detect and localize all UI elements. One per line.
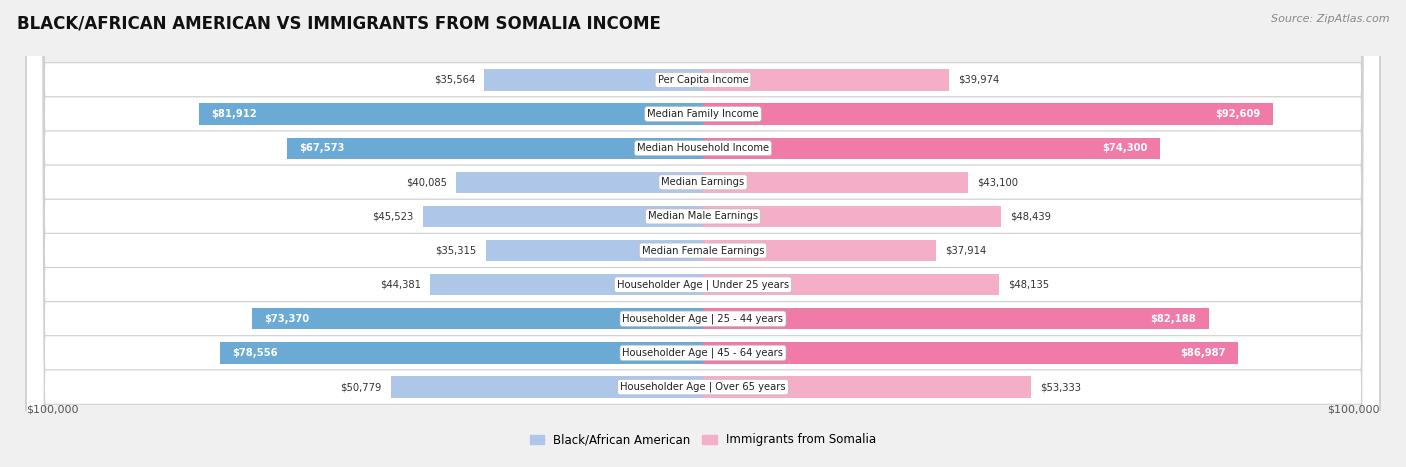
Bar (457, 172, 703, 193)
FancyBboxPatch shape (27, 0, 1379, 467)
Text: $82,188: $82,188 (1150, 314, 1197, 324)
Bar (703, 342, 1239, 363)
Bar (391, 376, 703, 398)
Text: $67,573: $67,573 (299, 143, 344, 153)
Text: $43,100: $43,100 (977, 177, 1018, 187)
Text: $50,779: $50,779 (340, 382, 381, 392)
FancyBboxPatch shape (27, 0, 1379, 467)
Text: Householder Age | Under 25 years: Householder Age | Under 25 years (617, 279, 789, 290)
Bar (703, 69, 949, 91)
Bar (423, 206, 703, 227)
Bar (703, 172, 969, 193)
Text: $81,912: $81,912 (211, 109, 257, 119)
FancyBboxPatch shape (27, 0, 1379, 467)
Bar (703, 376, 1031, 398)
Bar (703, 240, 936, 261)
Text: $40,085: $40,085 (406, 177, 447, 187)
Bar (703, 104, 1272, 125)
FancyBboxPatch shape (27, 0, 1379, 467)
Text: Median Household Income: Median Household Income (637, 143, 769, 153)
Text: $53,333: $53,333 (1040, 382, 1081, 392)
Legend: Black/African American, Immigrants from Somalia: Black/African American, Immigrants from … (524, 429, 882, 451)
Bar (430, 274, 703, 295)
Text: $48,439: $48,439 (1010, 212, 1052, 221)
Bar (703, 206, 1001, 227)
Text: BLACK/AFRICAN AMERICAN VS IMMIGRANTS FROM SOMALIA INCOME: BLACK/AFRICAN AMERICAN VS IMMIGRANTS FRO… (17, 14, 661, 32)
Text: Median Male Earnings: Median Male Earnings (648, 212, 758, 221)
Text: $78,556: $78,556 (232, 348, 278, 358)
Text: Median Earnings: Median Earnings (661, 177, 745, 187)
Bar (252, 308, 703, 329)
Text: Householder Age | Over 65 years: Householder Age | Over 65 years (620, 382, 786, 392)
Text: $100,000: $100,000 (27, 404, 79, 414)
FancyBboxPatch shape (27, 0, 1379, 467)
Text: $74,300: $74,300 (1102, 143, 1147, 153)
Bar (703, 138, 1160, 159)
Text: $86,987: $86,987 (1180, 348, 1226, 358)
Text: Per Capita Income: Per Capita Income (658, 75, 748, 85)
Text: $35,315: $35,315 (436, 246, 477, 255)
Bar (703, 274, 1000, 295)
Bar (484, 69, 703, 91)
Text: $44,381: $44,381 (380, 280, 420, 290)
FancyBboxPatch shape (27, 0, 1379, 467)
Text: $45,523: $45,523 (373, 212, 413, 221)
Text: $37,914: $37,914 (945, 246, 987, 255)
FancyBboxPatch shape (27, 0, 1379, 467)
Text: $100,000: $100,000 (1327, 404, 1379, 414)
Bar (200, 104, 703, 125)
FancyBboxPatch shape (27, 0, 1379, 467)
Bar (703, 308, 1209, 329)
Text: $92,609: $92,609 (1215, 109, 1260, 119)
Text: Householder Age | 45 - 64 years: Householder Age | 45 - 64 years (623, 348, 783, 358)
Text: Median Female Earnings: Median Female Earnings (641, 246, 765, 255)
Text: Householder Age | 25 - 44 years: Householder Age | 25 - 44 years (623, 313, 783, 324)
Text: Median Family Income: Median Family Income (647, 109, 759, 119)
Bar (219, 342, 703, 363)
Text: $73,370: $73,370 (264, 314, 309, 324)
Text: $48,135: $48,135 (1008, 280, 1049, 290)
Bar (485, 240, 703, 261)
Text: Source: ZipAtlas.com: Source: ZipAtlas.com (1271, 14, 1389, 24)
Text: $35,564: $35,564 (434, 75, 475, 85)
Bar (287, 138, 703, 159)
Text: $39,974: $39,974 (957, 75, 1000, 85)
FancyBboxPatch shape (27, 0, 1379, 467)
FancyBboxPatch shape (27, 0, 1379, 467)
